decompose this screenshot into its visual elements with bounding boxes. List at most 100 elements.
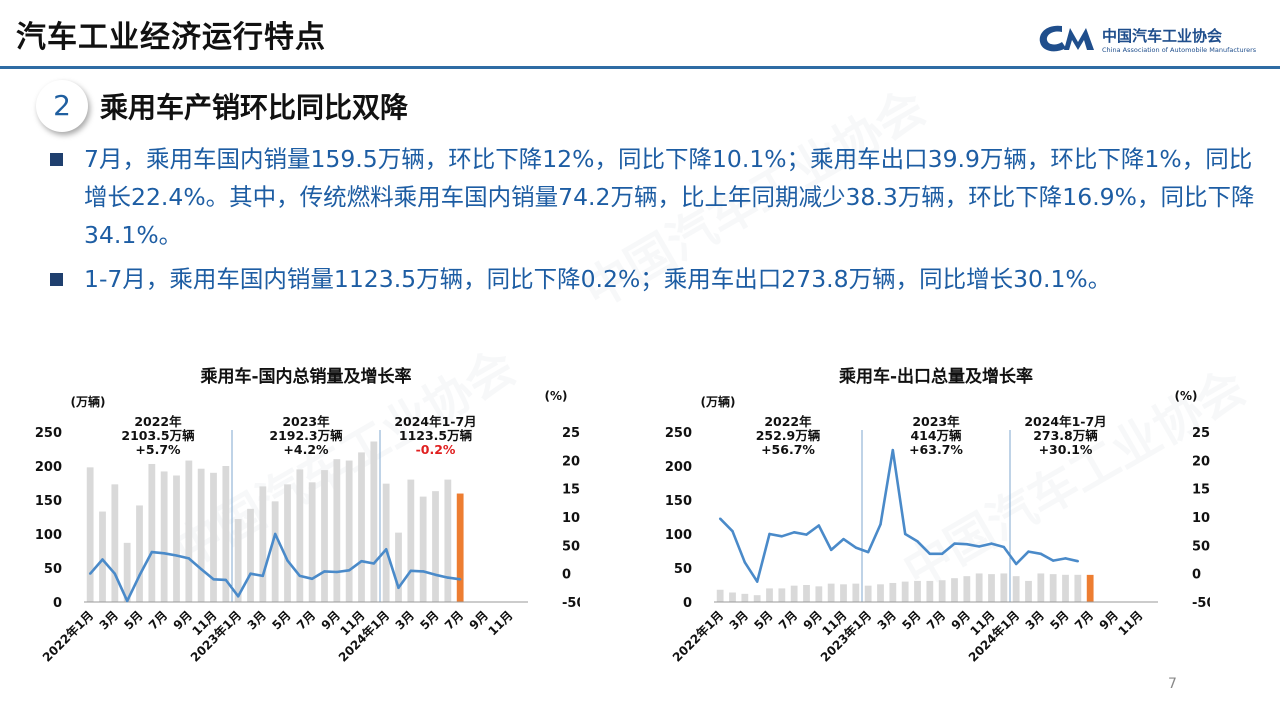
x-tick-label: 5月 [121,608,145,632]
x-tick-label: 5月 [899,608,923,632]
x-tick-label: 11月 [485,608,515,638]
growth-rate-point [249,572,252,575]
growth-rate-point [101,558,104,561]
y-tick-label: 250 [35,426,62,441]
growth-rate-point [891,448,895,452]
bar [753,595,761,602]
bar [901,581,909,602]
growth-rate-point [1027,550,1030,553]
x-tick-label: 7月 [442,608,466,632]
growth-rate-point [990,542,993,545]
page-title: 汽车工业经济运行特点 [16,20,326,55]
x-tick-label: 5月 [1047,608,1071,632]
growth-rate-point [718,517,722,520]
growth-rate-point [1039,552,1043,556]
domestic-sales-chart: 乘用车-国内总销量及增长率 (万辆) (%) 0 50 100 150 200 250 -50 0 5… [35,366,580,665]
bar [1012,576,1020,602]
growth-rate-point [236,595,240,598]
growth-rate-point [940,552,944,556]
bullet-text: 1-7月，乘用车国内销量1123.5万辆，同比下降0.2%；乘用车出口273.8… [84,265,1112,293]
growth-rate-point [138,574,141,577]
bar [926,580,934,602]
growth-rate-point [792,531,796,534]
bar [988,574,995,602]
growth-rate-point [866,550,870,554]
y2-tick-label: 50 [562,539,580,554]
annotation-text: +5.7% [135,442,181,457]
bar [827,583,835,602]
growth-rate-point [731,529,734,533]
bar [1074,574,1082,602]
bar [358,452,365,602]
annotation-text: 252.9万辆 [756,428,821,443]
growth-rate-point [88,572,92,575]
logo-text-cn: 中国汽车工业协会 [1102,27,1223,45]
growth-rate-point [434,573,437,576]
growth-rate-point [842,537,845,541]
growth-rate-point [805,533,808,536]
bar [877,584,884,602]
bullet-square-icon [50,153,63,166]
bar [148,463,156,602]
bar [1025,580,1032,602]
bar [419,496,427,602]
bar [790,585,798,602]
x-tick-label: 7月 [294,608,318,632]
y-tick-label: 0 [683,596,692,611]
annotation-text: +30.1% [1039,442,1093,457]
caam-logo-icon [1039,25,1094,52]
growth-rate-point [953,542,956,545]
bar [914,580,921,602]
y2-tick-label: 100 [1192,511,1210,526]
bar [1037,573,1045,602]
annotation-text: 2103.5万辆 [121,428,195,443]
bar [333,459,341,602]
bullet-text: 7月，乘用车国内销量159.5万辆，环比下降12%，同比下降10.1%；乘用车出… [84,145,1255,249]
bar [395,532,402,602]
growth-rate-point [125,599,129,603]
bar [803,585,810,602]
bullet-list: 7月，乘用车国内销量159.5万辆，环比下降12%，同比下降10.1%；乘用车出… [46,140,1256,304]
x-tick-label: 7月 [146,608,170,632]
growth-rate-point [768,532,771,536]
y2-tick-label: 150 [562,483,580,498]
x-tick-label: 3月 [245,608,269,632]
annotation-text: 2024年1-7月 [394,414,476,429]
y-tick-label: 200 [35,460,62,475]
x-tick-label: 5月 [751,608,775,632]
growth-rate-point [175,554,178,557]
annotation-text: +63.7% [909,442,963,457]
growth-rate-point [113,572,117,575]
annotation-text: 273.8万辆 [1033,428,1098,443]
growth-rate-point [286,559,289,562]
growth-rate-point [928,552,932,556]
bar [889,582,897,602]
growth-rate-point [1064,557,1067,560]
bullet-item: 7月，乘用车国内销量159.5万辆，环比下降12%，同比下降10.1%；乘用车出… [46,140,1256,254]
growth-rate-point [224,578,228,582]
growth-rate-point [965,543,969,546]
bar [951,578,958,602]
growth-rate-point [212,578,215,581]
x-tick-label: 11月 [1115,608,1145,638]
growth-rate-point [446,576,450,579]
bar [766,588,773,602]
y-axis-label: (万辆) [701,394,736,409]
bar [444,479,452,602]
bar [99,511,106,602]
bar [136,505,143,602]
growth-rate-point [298,574,302,578]
bar [1000,573,1008,602]
bar [185,460,193,602]
growth-rate-point [384,548,388,551]
y2-tick-label: 0 [1192,568,1201,583]
growth-rate-point [150,550,154,554]
growth-rate-point [199,567,203,571]
y2-axis-label: (%) [545,389,568,403]
bar [284,484,291,602]
bar [321,470,328,602]
chart-title: 乘用车-出口总量及增长率 [838,366,1033,387]
growth-rate-point [780,535,784,538]
annotation-text: 414万辆 [910,428,962,443]
y-tick-label: 100 [35,528,62,543]
